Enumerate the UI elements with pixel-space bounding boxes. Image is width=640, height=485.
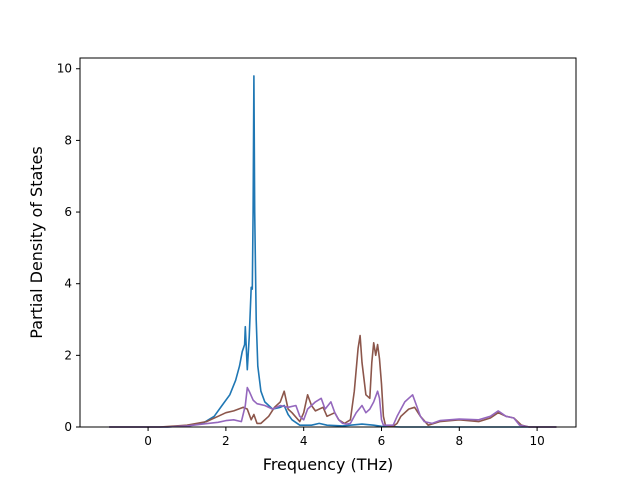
x-tick-label: 2 — [222, 434, 230, 448]
y-tick-label: 10 — [57, 62, 72, 76]
x-tick-label: 10 — [529, 434, 544, 448]
series-line-3 — [109, 386, 557, 428]
x-tick-label: 4 — [300, 434, 308, 448]
x-tick-label: 8 — [455, 434, 463, 448]
x-tick-label: 6 — [378, 434, 386, 448]
y-tick-label: 4 — [64, 277, 72, 291]
series-line-2 — [109, 334, 557, 428]
y-tick-label: 0 — [64, 420, 72, 434]
plot-lines — [109, 75, 557, 428]
x-axis-label: Frequency (THz) — [263, 455, 393, 474]
y-tick-label: 6 — [64, 205, 72, 219]
x-axis-ticks: 0 2 4 6 8 10 — [144, 427, 545, 448]
y-axis-ticks: 0 2 4 6 8 10 — [57, 62, 80, 434]
plot-frame — [79, 57, 577, 428]
y-tick-label: 2 — [64, 348, 72, 362]
series-line-1 — [109, 75, 557, 428]
y-axis-label: Partial Density of States — [27, 146, 46, 338]
y-tick-label: 8 — [64, 133, 72, 147]
x-tick-label: 0 — [144, 434, 152, 448]
